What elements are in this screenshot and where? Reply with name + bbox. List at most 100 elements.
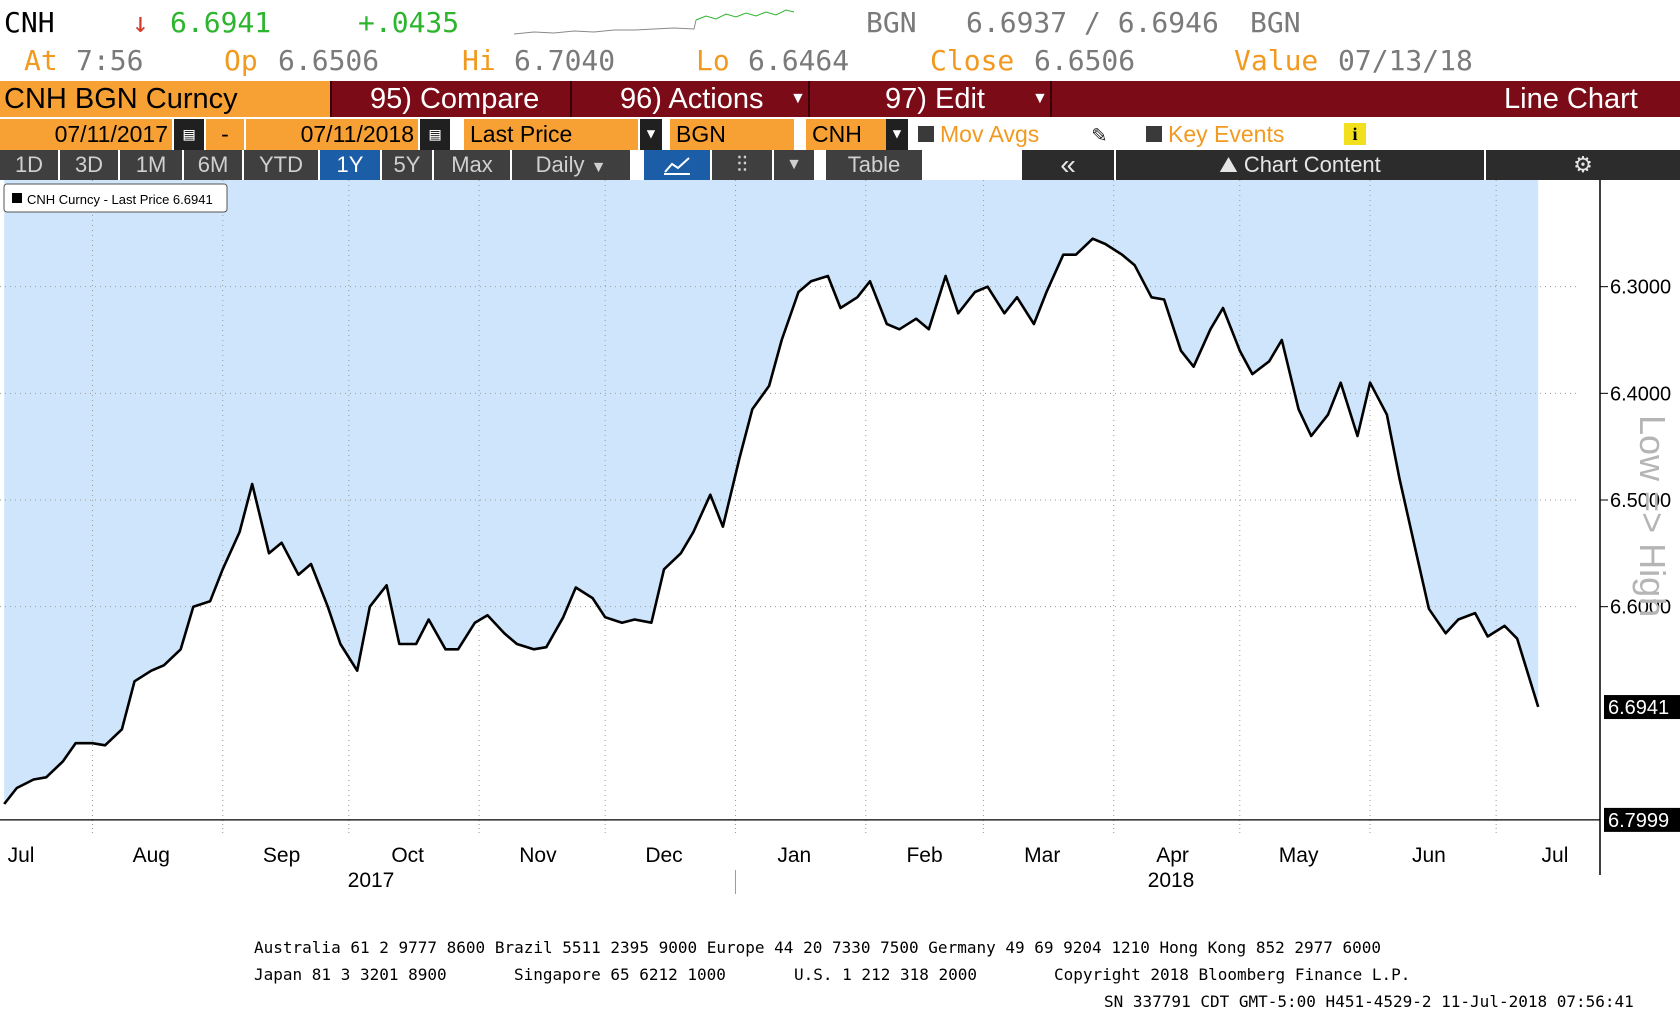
chart-content-label: Chart Content bbox=[1243, 152, 1381, 177]
y-tick-label: 6.3000 bbox=[1610, 277, 1671, 299]
currency-dropdown-icon[interactable]: ▼ bbox=[886, 119, 908, 150]
info-icon[interactable]: i bbox=[1344, 123, 1366, 145]
chart-legend: CNH Curncy - Last Price 6.6941 bbox=[3, 183, 228, 213]
actions-dropdown-icon[interactable]: ▼ bbox=[790, 90, 806, 107]
edit-dropdown-icon[interactable]: ▼ bbox=[1032, 90, 1048, 107]
period-1m-button[interactable]: 1M bbox=[120, 150, 182, 180]
mov-avgs-checkbox[interactable] bbox=[918, 126, 934, 142]
pencil-icon[interactable]: ✎ bbox=[1092, 120, 1107, 148]
x-tick-label: Aug bbox=[133, 844, 170, 867]
high-label: Hi bbox=[462, 44, 496, 77]
price-line bbox=[3, 237, 1540, 805]
close-label: Close bbox=[930, 44, 1015, 77]
last-price: 6.6941 bbox=[170, 6, 272, 39]
ticker: CNH bbox=[4, 6, 55, 39]
settings-row: 07/11/2017 ▤ - 07/11/2018 ▤ Last Price ▼… bbox=[0, 119, 1680, 150]
bid-source: BGN bbox=[866, 6, 917, 39]
key-events-label[interactable]: Key Events bbox=[1168, 121, 1285, 147]
frequency-dropdown-icon: ▼ bbox=[590, 159, 607, 176]
mov-avgs-label[interactable]: Mov Avgs bbox=[940, 121, 1040, 147]
at-label: At bbox=[24, 44, 58, 77]
frequency-label: Daily bbox=[535, 152, 585, 177]
field-select[interactable]: Last Price bbox=[464, 119, 638, 150]
period-6m-button[interactable]: 6M bbox=[184, 150, 242, 180]
year-label: 2017 bbox=[348, 869, 395, 892]
area-fill bbox=[4, 180, 1539, 804]
last-value-label: 6.6941 bbox=[1608, 697, 1669, 719]
source-field[interactable]: BGN bbox=[670, 119, 794, 150]
period-max-button[interactable]: Max bbox=[434, 150, 510, 180]
x-tick-label: Jul bbox=[8, 844, 35, 867]
period-row: 1D 3D 1M 6M YTD 1Y 5Y Max Daily ▼ ⫶⫶ ▼ T… bbox=[0, 150, 1680, 180]
legend-label: CNH Curncy - Last Price 6.6941 bbox=[27, 192, 213, 207]
edit-menu[interactable]: 97) Edit bbox=[885, 83, 985, 115]
y-tick-label: 6.4000 bbox=[1610, 383, 1671, 405]
x-tick-label: Oct bbox=[391, 844, 424, 867]
bar-style-icon[interactable]: ⫶⫶ bbox=[712, 150, 772, 180]
key-events-checkbox[interactable] bbox=[1146, 126, 1162, 142]
x-tick-label: Jan bbox=[777, 844, 811, 867]
period-1d-button[interactable]: 1D bbox=[0, 150, 58, 180]
field-dropdown-icon[interactable]: ▼ bbox=[640, 119, 662, 150]
frequency-select[interactable]: Daily ▼ bbox=[512, 150, 630, 180]
x-tick-label: Feb bbox=[906, 844, 942, 867]
y-tick-label: 6.5000 bbox=[1610, 490, 1671, 512]
x-tick-label: Jun bbox=[1412, 844, 1446, 867]
value-label: Value bbox=[1234, 44, 1319, 77]
open-value: 6.6506 bbox=[278, 44, 380, 77]
x-tick-label: Apr bbox=[1156, 844, 1189, 867]
low-value-label: 6.7999 bbox=[1608, 810, 1669, 832]
price-chart[interactable]: Jul Aug Sep Oct Nov Dec Jan Feb Mar Apr May Jun Jul 2… bbox=[0, 180, 1680, 940]
security-field[interactable]: CNH BGN Curncy bbox=[0, 81, 330, 117]
compare-menu[interactable]: 95) Compare bbox=[370, 83, 540, 115]
period-1y-button[interactable]: 1Y bbox=[320, 150, 380, 180]
chart-style-dropdown-icon[interactable]: ▼ bbox=[774, 150, 814, 180]
low-value-box bbox=[1604, 807, 1680, 832]
start-date-field[interactable]: 07/11/2017 bbox=[0, 119, 172, 150]
command-bar: CNH BGN Curncy 95) Compare 96) Actions ▼… bbox=[0, 81, 1680, 117]
period-ytd-button[interactable]: YTD bbox=[244, 150, 318, 180]
close-value: 6.6506 bbox=[1034, 44, 1136, 77]
value-date: 07/13/18 bbox=[1338, 44, 1473, 77]
line-chart-icon[interactable] bbox=[644, 150, 710, 180]
axis-side-label: Low => High bbox=[1632, 415, 1673, 617]
sparkline bbox=[514, 9, 794, 35]
table-button[interactable]: Table bbox=[826, 150, 922, 180]
x-tick-label: Dec bbox=[645, 844, 682, 867]
bid-ask: 6.6937 / 6.6946 bbox=[966, 6, 1219, 39]
calendar-icon[interactable]: ▤ bbox=[420, 119, 450, 150]
y-tick-label: 6.6000 bbox=[1610, 597, 1671, 619]
period-5y-button[interactable]: 5Y bbox=[382, 150, 432, 180]
chart-type-label: Line Chart bbox=[1504, 83, 1638, 115]
collapse-icon[interactable]: « bbox=[1022, 150, 1114, 180]
year-label: 2018 bbox=[1148, 869, 1195, 892]
low-label: Lo bbox=[696, 44, 730, 77]
footer-singapore: Singapore 65 6212 1000 bbox=[514, 965, 726, 984]
footer-japan: Japan 81 3 3201 8900 bbox=[254, 965, 447, 984]
date-separator: - bbox=[206, 119, 244, 150]
net-change: +.0435 bbox=[358, 6, 460, 39]
x-tick-label: Jul bbox=[1542, 844, 1569, 867]
footer-session: SN 337791 CDT GMT-5:00 H451-4529-2 11-Ju… bbox=[1104, 992, 1634, 1011]
actions-menu[interactable]: 96) Actions bbox=[620, 83, 764, 115]
chart-content-icon: ⛰ bbox=[1219, 152, 1238, 177]
x-tick-label: May bbox=[1279, 844, 1319, 867]
chart-content-button[interactable]: ⛰ Chart Content bbox=[1116, 150, 1484, 180]
ask-source: BGN bbox=[1250, 6, 1301, 39]
x-tick-label: Sep bbox=[263, 844, 300, 867]
end-date-field[interactable]: 07/11/2018 bbox=[246, 119, 418, 150]
footer-copyright: Copyright 2018 Bloomberg Finance L.P. bbox=[1054, 965, 1411, 984]
currency-field[interactable]: CNH bbox=[806, 119, 886, 150]
footer-us: U.S. 1 212 318 2000 bbox=[794, 965, 978, 984]
period-3d-button[interactable]: 3D bbox=[60, 150, 118, 180]
last-value-box bbox=[1604, 695, 1680, 720]
gear-icon[interactable]: ⚙ bbox=[1486, 150, 1680, 180]
calendar-icon[interactable]: ▤ bbox=[174, 119, 204, 150]
footer-phones: Australia 61 2 9777 8600 Brazil 5511 239… bbox=[254, 938, 1382, 957]
low-value: 6.6464 bbox=[748, 44, 850, 77]
x-tick-label: Mar bbox=[1024, 844, 1060, 867]
open-label: Op bbox=[224, 44, 258, 77]
at-time: 7:56 bbox=[76, 44, 144, 77]
x-tick-label: Nov bbox=[519, 844, 557, 867]
high-value: 6.7040 bbox=[514, 44, 616, 77]
